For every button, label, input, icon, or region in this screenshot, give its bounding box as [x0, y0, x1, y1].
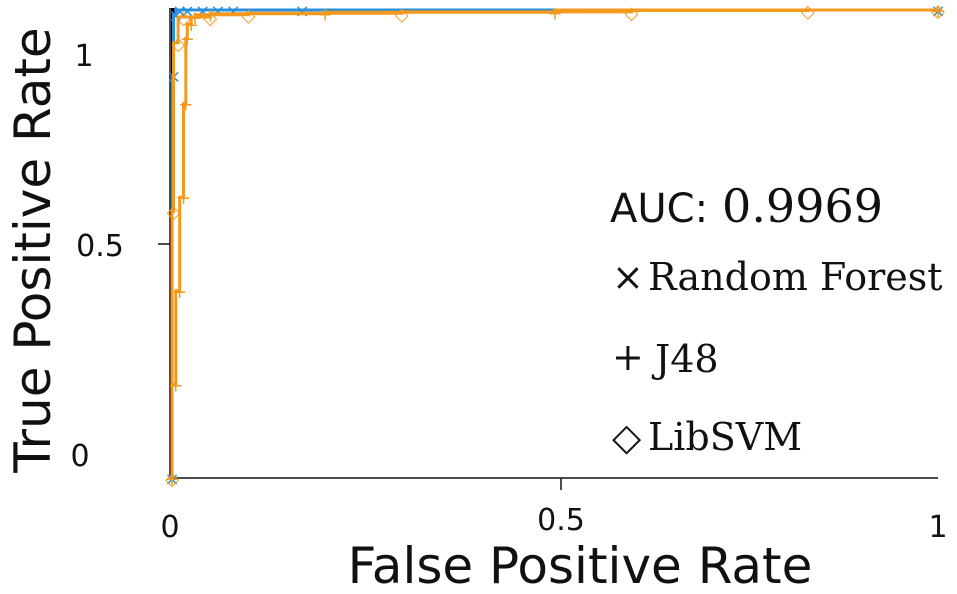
point-libsvm-5: ◇ — [242, 6, 256, 27]
point-random-forest-7: × — [226, 1, 241, 22]
point-random-forest-2: × — [168, 6, 183, 27]
x-tick-label-0: 0 — [160, 510, 179, 545]
point-j48-7: + — [187, 8, 202, 29]
point-j48-10: + — [547, 3, 562, 24]
point-libsvm-7: ◇ — [625, 3, 639, 24]
point-libsvm-0: ◇ — [165, 469, 179, 490]
point-j48-3: + — [176, 188, 191, 209]
legend-marker-random-forest: × — [612, 255, 644, 299]
point-random-forest-6: × — [210, 1, 225, 22]
legend-label-random-forest: Random Forest — [648, 255, 943, 299]
legend: × Random Forest + J48 ◇ LibSVM — [612, 255, 943, 459]
series-random-forest: ××××× × × × × × — [164, 1, 945, 490]
curve-random-forest — [170, 8, 938, 478]
point-j48-2: + — [172, 282, 187, 303]
curve-j48 — [170, 8, 938, 478]
point-j48-4: + — [178, 95, 193, 116]
series-libsvm: ◇ ◇ ◇ ◇ ◇ ◇ ◇ ◇ ◇ ◇ — [165, 1, 945, 490]
point-libsvm-2: ◇ — [171, 34, 185, 55]
point-libsvm-6: ◇ — [395, 4, 409, 25]
series-j48: ++++++++ + + + + — [164, 1, 945, 490]
legend-label-libsvm: LibSVM — [648, 415, 802, 459]
point-j48-6: + — [184, 15, 199, 36]
point-random-forest-8: × — [295, 1, 310, 22]
x-tick-label-05: 0.5 — [537, 503, 585, 538]
legend-marker-libsvm: ◇ — [612, 415, 642, 459]
y-axis-title: True Positive Rate — [4, 27, 62, 473]
y-tick-label-0: 0 — [70, 439, 89, 474]
x-axis-title: False Positive Rate — [348, 537, 813, 594]
point-random-forest-0: × — [164, 469, 179, 490]
x-tick-label-1: 1 — [928, 510, 947, 545]
point-j48-5: + — [180, 29, 195, 50]
auc-label: AUC: — [610, 186, 708, 232]
auc-annotation: AUC: 0.9969 — [610, 179, 883, 233]
point-libsvm-3: ◇ — [177, 8, 191, 29]
point-libsvm-9: ◇ — [931, 1, 945, 22]
curve-libsvm — [170, 8, 938, 478]
auc-value: 0.9969 — [722, 179, 883, 233]
legend-marker-j48: + — [612, 335, 644, 379]
y-tick-label-1: 1 — [74, 39, 93, 74]
y-tick-label-05: 0.5 — [76, 229, 124, 264]
point-libsvm-1: ◇ — [167, 202, 181, 223]
legend-label-j48: J48 — [651, 337, 719, 381]
point-libsvm-8: ◇ — [801, 1, 815, 22]
point-j48-0: + — [164, 469, 179, 490]
point-j48-9: + — [318, 5, 333, 26]
point-libsvm-4: ◇ — [203, 8, 217, 29]
series-layer: ××××× × × × × ×++++++++ + + + +◇ ◇ ◇ ◇ ◇ ◇ ◇ ◇ ◇ ◇ — [164, 1, 945, 490]
